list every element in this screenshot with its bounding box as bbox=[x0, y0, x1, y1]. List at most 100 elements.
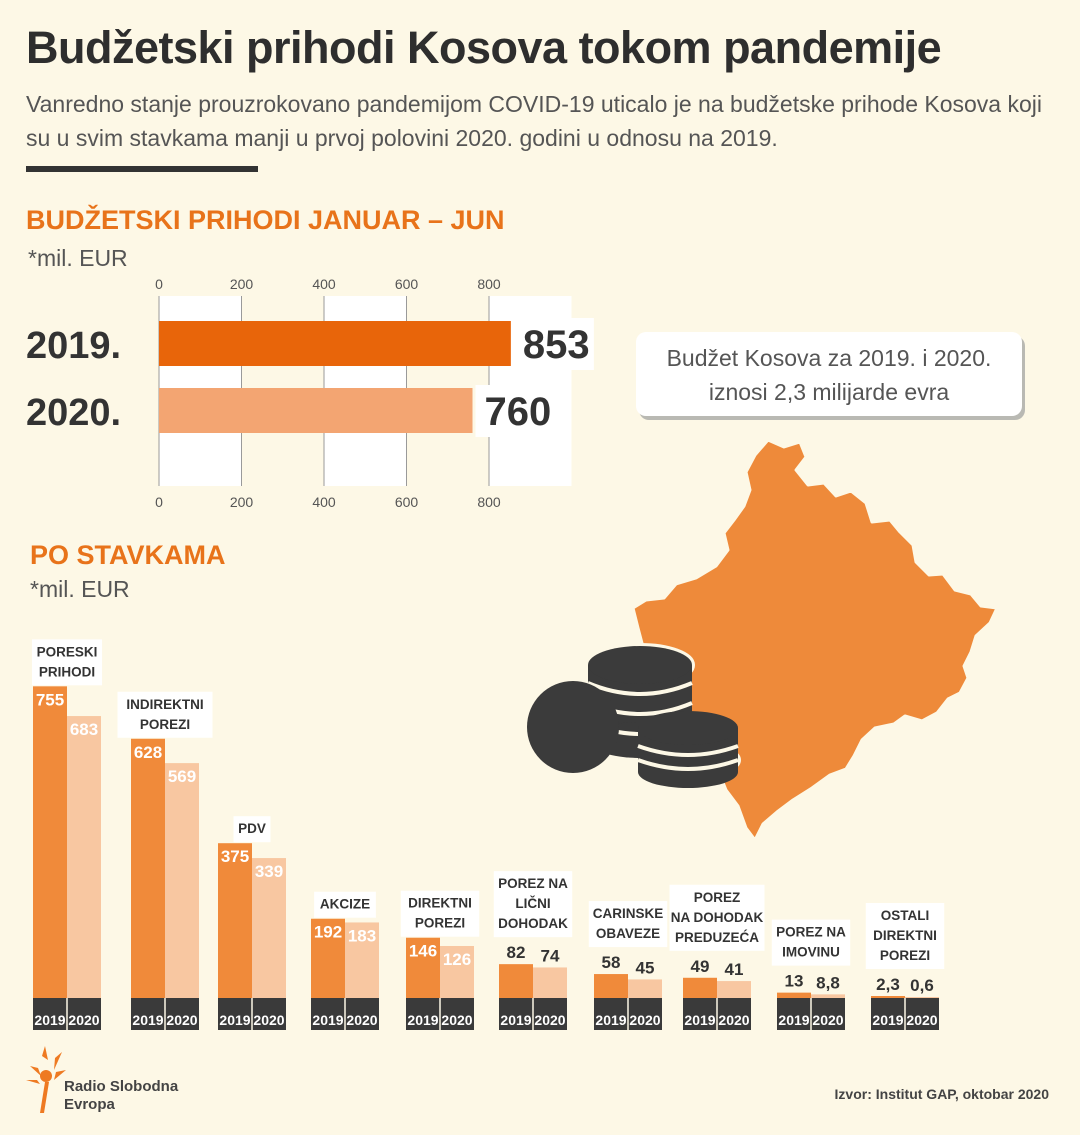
chart2-year-label: 2019 bbox=[219, 1012, 250, 1028]
chart1-tick-label-top: 200 bbox=[230, 276, 254, 292]
chart2-bar-2020 bbox=[252, 858, 286, 998]
chart2-unit: *mil. EUR bbox=[30, 576, 130, 602]
chart2-category-label-bg bbox=[117, 691, 213, 738]
chart2-value-label-2020: 74 bbox=[541, 946, 560, 965]
chart2-value-label-2019: 628 bbox=[134, 743, 162, 762]
chart1-tick-label-bottom: 800 bbox=[477, 494, 501, 510]
chart2-year-label: 2020 bbox=[253, 1012, 284, 1028]
chart1-category-label: 2019. bbox=[26, 325, 121, 367]
chart2-value-label-2019: 2,3 bbox=[876, 975, 900, 994]
chart2-category-label-bg bbox=[314, 891, 376, 918]
callout-line2: iznosi 2,3 milijarde evra bbox=[708, 379, 950, 405]
chart2-bar-2019 bbox=[33, 686, 67, 998]
chart2-value-label-2020: 0,6 bbox=[910, 976, 934, 995]
callout-line1: Budžet Kosova za 2019. i 2020. bbox=[666, 345, 992, 371]
chart1-tick-label-bottom: 0 bbox=[155, 494, 163, 510]
chart2-year-label: 2020 bbox=[629, 1012, 660, 1028]
chart2-category-label: CARINSKE bbox=[593, 906, 664, 921]
chart2-year-label: 2020 bbox=[68, 1012, 99, 1028]
chart2-category-label: PDV bbox=[238, 821, 266, 836]
chart2-year-label: 2019 bbox=[500, 1012, 531, 1028]
chart1: 0 0 200 200 400 400 600 600 800 800 2019. 853 2020. 7… bbox=[26, 276, 594, 510]
chart2-year-label: 2020 bbox=[441, 1012, 472, 1028]
chart2-category-label: DIREKTNI bbox=[408, 896, 472, 911]
chart2-year-label: 2019 bbox=[132, 1012, 163, 1028]
rse-logo-text: Radio Slobodna Evropa bbox=[64, 1078, 178, 1114]
chart2-bar-2019 bbox=[406, 937, 440, 998]
chart1-tick-label-bottom: 400 bbox=[312, 494, 336, 510]
chart1-tick-label-bottom: 600 bbox=[395, 494, 419, 510]
chart2-category-label-bg bbox=[400, 890, 480, 937]
chart1-tick-label-bottom: 200 bbox=[230, 494, 254, 510]
chart1-bar-2019 bbox=[159, 321, 511, 366]
chart2-value-label-2020: 8,8 bbox=[816, 973, 840, 992]
chart2-year-label: 2020 bbox=[346, 1012, 377, 1028]
chart2-value-label-2019: 13 bbox=[785, 972, 804, 991]
chart2-bar-2019 bbox=[777, 992, 811, 998]
chart1-tick-label-top: 600 bbox=[395, 276, 419, 292]
chart2-category-label: DIREKTNI bbox=[873, 928, 937, 943]
chart2-category-label: POREZI bbox=[415, 916, 465, 931]
chart1-tick-label-top: 800 bbox=[477, 276, 501, 292]
coins-icon bbox=[521, 643, 741, 788]
chart2-category-label-bg bbox=[771, 919, 851, 966]
chart2-year-label: 2020 bbox=[718, 1012, 749, 1028]
chart2-category-label-bg bbox=[31, 639, 103, 686]
chart2-year-label: 2020 bbox=[812, 1012, 843, 1028]
chart2-year-label: 2019 bbox=[407, 1012, 438, 1028]
chart2-title: PO STAVKAMA bbox=[30, 540, 226, 570]
chart1-title: BUDŽETSKI PRIHODI JANUAR – JUN bbox=[26, 205, 505, 235]
chart2-category-label-bg bbox=[493, 871, 573, 938]
chart2-category-label: PORESKI bbox=[37, 644, 98, 659]
chart2-bar-2020 bbox=[905, 997, 939, 998]
chart2-category-label-bg bbox=[233, 816, 271, 843]
chart2-category-label: POREZI bbox=[140, 717, 190, 732]
chart2-bar-2020 bbox=[628, 979, 662, 998]
chart2-bar-2020 bbox=[345, 922, 379, 998]
chart2-category-label: INDIREKTNI bbox=[126, 697, 203, 712]
chart2-category-label: POREZ bbox=[694, 890, 741, 905]
chart2-year-label: 2020 bbox=[166, 1012, 197, 1028]
chart2-category-label: PRIHODI bbox=[39, 664, 95, 679]
source-note: Izvor: Institut GAP, oktobar 2020 bbox=[834, 1086, 1049, 1102]
chart1-value-label: 853 bbox=[523, 323, 590, 367]
chart2-value-label-2020: 339 bbox=[255, 862, 283, 881]
chart2-value-label-2019: 82 bbox=[507, 943, 526, 962]
chart2-year-label: 2019 bbox=[34, 1012, 65, 1028]
page-subtitle: Vanredno stanje prouzrokovano pandemijom… bbox=[26, 91, 1042, 151]
chart2-value-label-2020: 41 bbox=[725, 960, 744, 979]
chart2-value-label-2020: 45 bbox=[636, 958, 655, 977]
chart1-tick-label-top: 400 bbox=[312, 276, 336, 292]
chart2-year-label: 2019 bbox=[778, 1012, 809, 1028]
chart2-category-label-bg bbox=[669, 884, 765, 951]
chart2-bar-2020 bbox=[165, 763, 199, 998]
chart2-category-label: POREZ NA bbox=[776, 925, 846, 940]
chart1-value-label: 760 bbox=[485, 390, 552, 434]
chart2-value-label-2019: 375 bbox=[221, 847, 249, 866]
rse-logo-icon bbox=[26, 1046, 66, 1113]
chart2-value-label-2019: 58 bbox=[602, 953, 621, 972]
chart2-year-label: 2019 bbox=[312, 1012, 343, 1028]
chart2-bar-2020 bbox=[811, 994, 845, 998]
chart2-bar-2019 bbox=[131, 738, 165, 998]
chart2-year-label: 2019 bbox=[595, 1012, 626, 1028]
chart2-bar-2019 bbox=[311, 918, 345, 998]
chart2-bar-2019 bbox=[871, 996, 905, 998]
chart2-value-label-2019: 49 bbox=[691, 957, 710, 976]
chart1-unit: *mil. EUR bbox=[28, 245, 128, 271]
chart2-category-label-bg bbox=[865, 903, 945, 969]
chart2-category-label: OBAVEZE bbox=[596, 926, 660, 941]
chart1-value-label-bg bbox=[475, 385, 556, 437]
chart2-category-label: PREDUZEĆA bbox=[675, 930, 759, 945]
chart2-bar-2019 bbox=[594, 974, 628, 998]
chart2-bar-2019 bbox=[499, 964, 533, 998]
chart2-category-label: LIČNI bbox=[515, 896, 550, 911]
chart2-category-label: NA DOHODAK bbox=[671, 910, 764, 925]
chart2-year-label: 2020 bbox=[534, 1012, 565, 1028]
chart2-category-label: AKCIZE bbox=[320, 897, 370, 912]
chart2-bar-2019 bbox=[683, 977, 717, 998]
chart2-value-label-2020: 126 bbox=[443, 950, 471, 969]
chart2-value-label-2019: 755 bbox=[36, 690, 64, 709]
